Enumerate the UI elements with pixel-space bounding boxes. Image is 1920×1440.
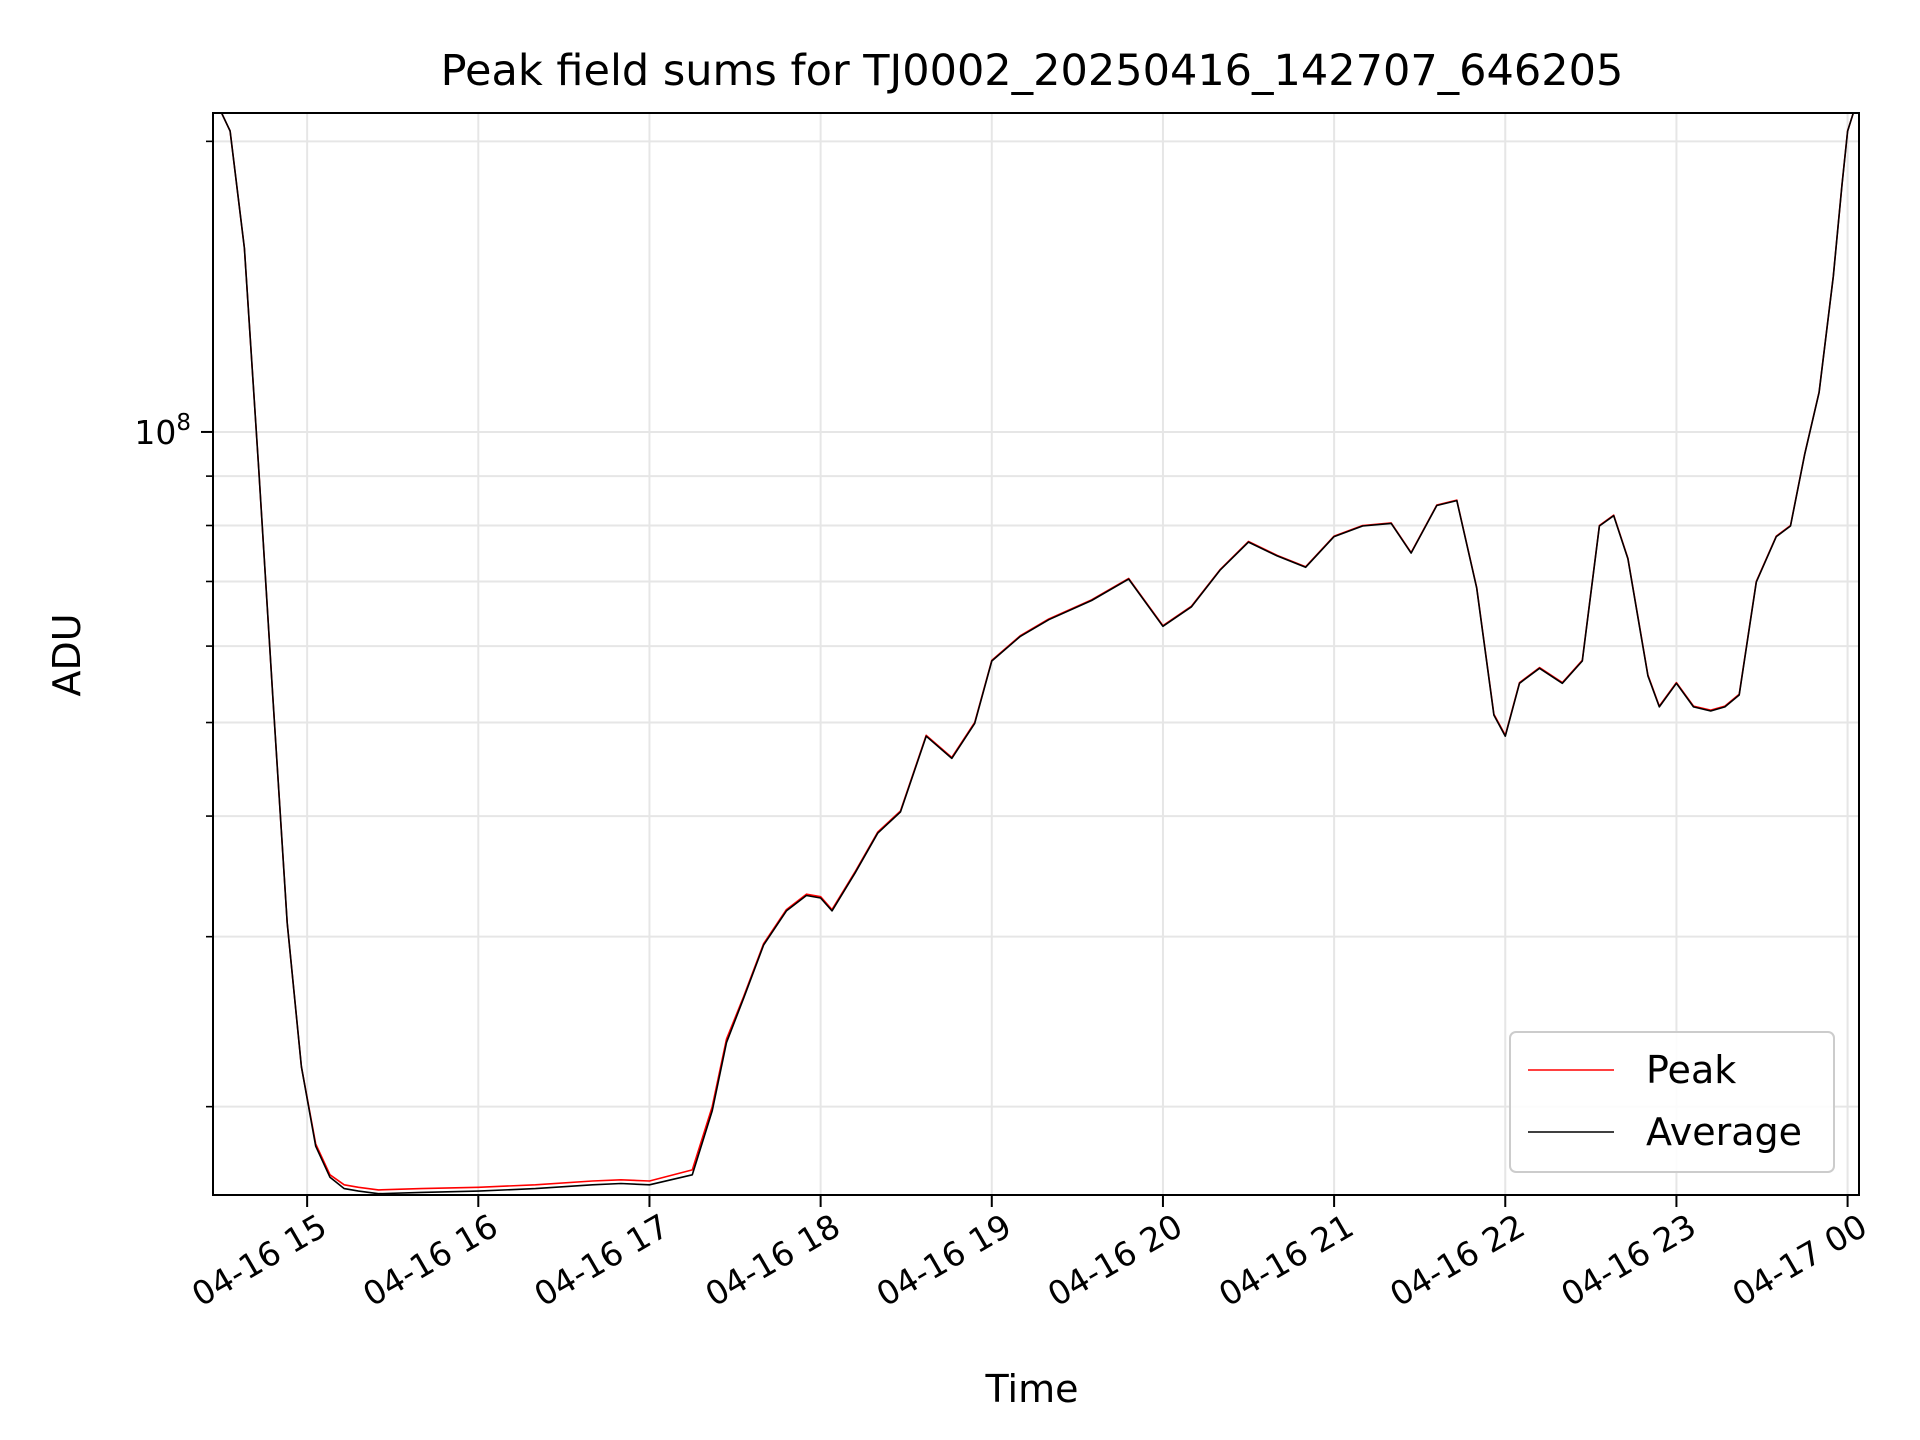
legend-label-peak: Peak [1646,1048,1736,1092]
legend-box [1509,1031,1835,1173]
legend-label-average: Average [1646,1110,1802,1154]
legend: Peak Average [1509,1031,1835,1173]
x-axis-label: Time [985,1367,1079,1411]
series-group [213,113,1859,1195]
y-axis-label: ADU [45,613,89,696]
chart-title: Peak field sums for TJ0002_20250416_1427… [441,46,1624,96]
axes-frame [212,112,1860,1196]
grid [213,113,1859,1195]
series-line-average [213,113,1859,1195]
